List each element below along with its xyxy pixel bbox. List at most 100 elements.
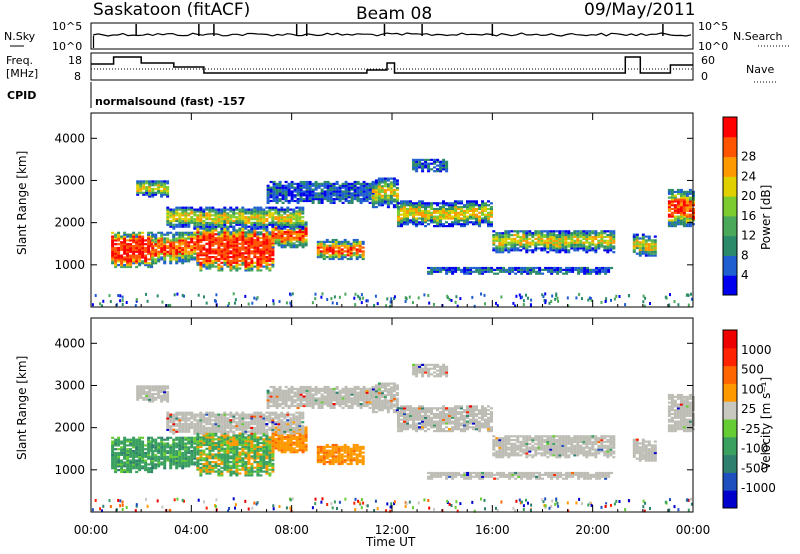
power-cell	[406, 200, 409, 203]
power-cell	[184, 245, 188, 248]
power-cell	[353, 198, 357, 201]
power-cell	[129, 254, 133, 257]
power-cell	[448, 209, 451, 212]
velocity-cell	[346, 455, 350, 458]
velocity-cell	[178, 465, 182, 468]
power-cell	[235, 238, 239, 242]
power-cell	[365, 184, 369, 187]
power-cell	[217, 218, 221, 221]
velocity-cell	[247, 472, 251, 475]
power-cell	[601, 266, 605, 270]
power-cell	[250, 221, 254, 224]
power-cell	[151, 256, 155, 259]
velocity-cell	[160, 438, 164, 441]
power-cell	[301, 210, 305, 213]
power-cell	[537, 241, 541, 244]
power-cell	[442, 166, 446, 169]
power-cell	[457, 200, 460, 203]
power-cell	[326, 192, 330, 195]
power-cell	[274, 223, 278, 226]
power-cell	[241, 208, 245, 211]
power-cell	[349, 246, 353, 249]
power-cell	[295, 232, 299, 235]
power-cell	[205, 231, 209, 234]
power-cell	[202, 263, 206, 266]
power-cell	[673, 204, 677, 207]
velocity-cell	[193, 461, 197, 464]
power-cell	[565, 270, 569, 273]
power-cell	[181, 250, 185, 253]
power-cell	[346, 242, 350, 245]
power-cell	[123, 233, 127, 236]
power-cell	[451, 215, 454, 218]
velocity-cell	[301, 451, 305, 454]
power-cell	[598, 272, 602, 275]
power-cell	[481, 272, 485, 275]
power-cell	[141, 237, 145, 240]
power-cell	[199, 208, 203, 211]
power-cell	[361, 254, 365, 257]
velocity-cell	[126, 461, 130, 464]
velocity-cell	[160, 448, 164, 451]
power-cell	[591, 243, 595, 246]
power-cell	[223, 218, 227, 221]
power-cell	[424, 211, 427, 214]
power-cell	[415, 164, 419, 167]
velocity-cell	[262, 453, 266, 456]
power-cell	[277, 238, 281, 241]
power-cell	[184, 239, 188, 242]
power-cell	[415, 170, 419, 173]
velocity-cell	[220, 470, 224, 473]
velocity-cell	[163, 451, 167, 455]
velocity-cell	[253, 453, 257, 456]
freq-panel-frame	[90, 52, 694, 81]
power-cell	[361, 240, 365, 243]
power-cell	[178, 260, 182, 263]
power-colorbar-label: Power [dB]	[759, 185, 773, 250]
power-cell	[577, 270, 581, 273]
power-cell	[275, 184, 279, 187]
power-cell	[280, 236, 284, 239]
velocity-cell	[352, 447, 356, 450]
velocity-cell	[322, 447, 326, 450]
power-cell	[208, 237, 212, 240]
power-cell	[308, 180, 312, 184]
power-cell	[178, 243, 182, 246]
power-heatmap	[91, 158, 695, 308]
power-cell	[321, 292, 324, 296]
velocity-cell	[163, 450, 167, 453]
power-cell	[220, 216, 224, 219]
power-cell	[418, 217, 421, 220]
power-cell	[241, 257, 245, 261]
power-cell	[253, 206, 257, 209]
power-cell	[238, 235, 242, 238]
velocity-cell	[157, 461, 161, 464]
velocity-cell	[141, 448, 145, 451]
power-cell	[311, 198, 315, 201]
velocity-cell	[117, 438, 121, 441]
power-cell	[154, 260, 158, 263]
power-cell	[490, 209, 493, 212]
power-cell	[409, 206, 412, 209]
velocity-cell	[271, 470, 275, 473]
power-cell	[289, 216, 293, 219]
power-cell	[502, 270, 506, 273]
power-cell	[223, 233, 227, 236]
velocity-cell	[205, 462, 209, 466]
velocity-cell	[181, 461, 185, 464]
velocity-cell	[337, 462, 341, 466]
velocity-cell	[262, 447, 266, 450]
velocity-cell	[129, 467, 133, 470]
power-cell	[126, 265, 130, 269]
power-cell	[518, 293, 521, 297]
power-cell	[190, 252, 194, 255]
velocity-cell	[147, 467, 151, 470]
power-cell	[412, 164, 416, 167]
power-cell	[169, 262, 173, 265]
power-cell	[319, 246, 323, 249]
power-cell	[289, 208, 293, 211]
velocity-cell	[181, 448, 185, 451]
power-cell	[211, 229, 215, 232]
velocity-cell	[135, 446, 139, 449]
